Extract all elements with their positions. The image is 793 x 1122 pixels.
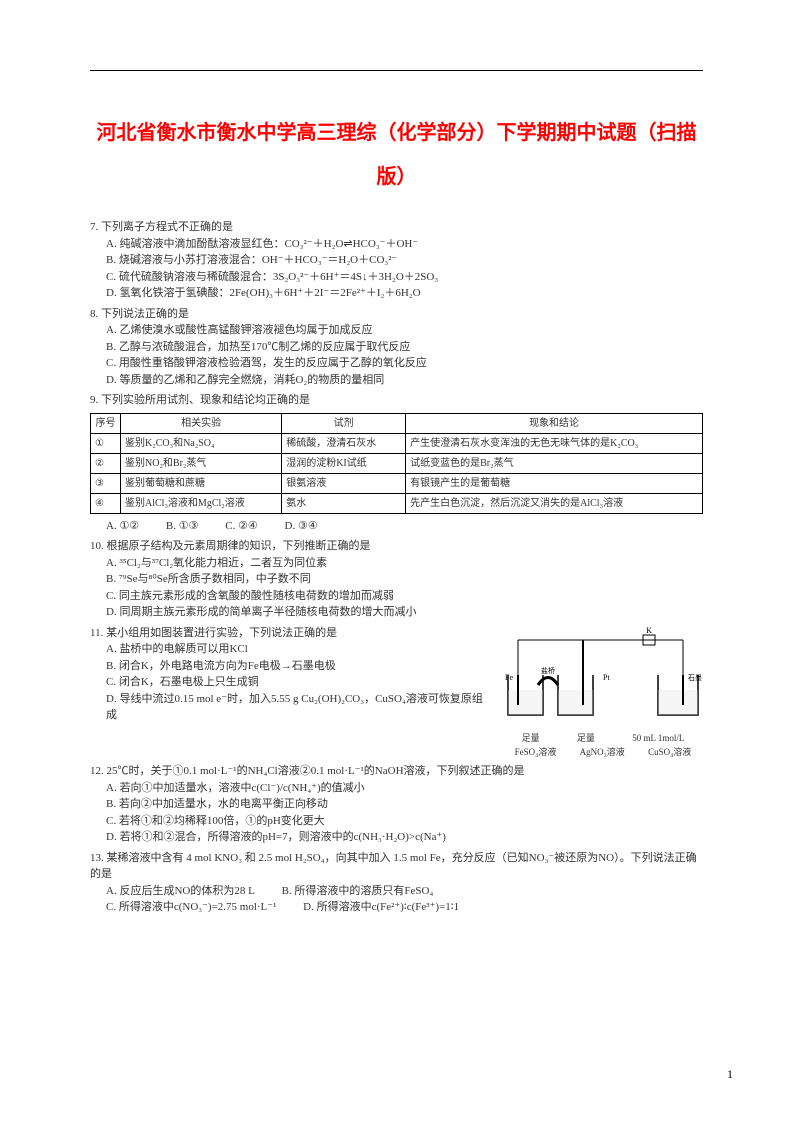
beaker-mid-label: AgNO₃溶液 — [580, 746, 625, 760]
q12-optD: D. 若将①和②混合，所得溶液的pH=7，则溶液中的c(NH₃·H₂O)>c(N… — [90, 829, 703, 846]
q13-optA: A. 反应后生成NO的体积为28 L — [106, 883, 255, 900]
cell: 鉴别K₂CO₃和Na₂SO₄ — [121, 433, 282, 453]
q10-optA: A. ³⁵Cl₂与³⁷Cl₂氧化能力相近，二者互为同位素 — [90, 555, 703, 572]
q8-optA: A. 乙烯使溴水或酸性高锰酸钾溶液褪色均属于加成反应 — [90, 322, 703, 339]
cell: ① — [91, 433, 121, 453]
q12-optC: C. 若将①和②均稀释100倍，①的pH变化更大 — [90, 813, 703, 830]
beaker-left-qty: 足量 — [522, 732, 540, 746]
q13-optB: B. 所得溶液中的溶质只有FeSO₄ — [282, 883, 434, 900]
th-seq: 序号 — [91, 413, 121, 433]
table-header-row: 序号 相关实验 试剂 现象和结论 — [91, 413, 703, 433]
cell: ④ — [91, 493, 121, 513]
electrochemical-cell-icon: K Fe 盐桥 Pt 石墨 — [503, 625, 703, 725]
q9-ansD: D. ③④ — [285, 518, 318, 535]
q9-answers: A. ①② B. ①③ C. ②④ D. ③④ — [90, 518, 703, 535]
q13-stem: 某稀溶液中含有 4 mol KNO₃ 和 2.5 mol H₂SO₄，向其中加入… — [90, 852, 697, 881]
th-exp: 相关实验 — [121, 413, 282, 433]
beaker-right-qty: 50 mL 1mol/L — [632, 732, 684, 746]
cell: 湿润的淀粉KI试纸 — [282, 453, 406, 473]
q8-stem: 下列说法正确的是 — [101, 308, 189, 320]
q8-num: 8. — [90, 308, 98, 320]
experiment-table: 序号 相关实验 试剂 现象和结论 ① 鉴别K₂CO₃和Na₂SO₄ 稀硫酸，澄清… — [90, 413, 703, 514]
beaker-right-label: CuSO₄溶液 — [648, 746, 691, 760]
cell: 银氨溶液 — [282, 473, 406, 493]
q8-optD: D. 等质量的乙烯和乙醇完全燃烧，消耗O₂的物质的量相同 — [90, 372, 703, 389]
horizontal-rule — [90, 70, 703, 71]
q13-num: 13. — [90, 852, 104, 864]
svg-text:Pt: Pt — [603, 673, 610, 682]
q7-num: 7. — [90, 221, 98, 233]
q9-num: 9. — [90, 394, 98, 406]
q8-optB: B. 乙醇与浓硫酸混合，加热至170℃制乙烯的反应属于取代反应 — [90, 339, 703, 356]
cell: 鉴别葡萄糖和蔗糖 — [121, 473, 282, 493]
cell: 试纸变蓝色的是Br₂蒸气 — [406, 453, 703, 473]
table-row: ② 鉴别NO₂和Br₂蒸气 湿润的淀粉KI试纸 试纸变蓝色的是Br₂蒸气 — [91, 453, 703, 473]
q9-ansC: C. ②④ — [225, 518, 258, 535]
q9-ansB: B. ①③ — [166, 518, 199, 535]
document-content: 7. 下列离子方程式不正确的是 A. 纯碱溶液中滴加酚酞溶液显红色：CO₃²⁻＋… — [50, 219, 743, 916]
svg-text:盐桥: 盐桥 — [541, 666, 555, 675]
q7-optC: C. 硫代硫酸钠溶液与稀硫酸混合：3S₂O₃²⁻＋6H⁺＝4S↓＋3H₂O＋2S… — [90, 269, 703, 286]
cell: ② — [91, 453, 121, 473]
cell: 鉴别NO₂和Br₂蒸气 — [121, 453, 282, 473]
cell: 氨水 — [282, 493, 406, 513]
q12-num: 12. — [90, 765, 104, 777]
svg-text:石墨: 石墨 — [688, 674, 702, 682]
q12-stem: 25℃时，关于①0.1 mol·L⁻¹的NH₄Cl溶液②0.1 mol·L⁻¹的… — [107, 765, 525, 777]
svg-text:K: K — [646, 626, 652, 635]
question-13: 13. 某稀溶液中含有 4 mol KNO₃ 和 2.5 mol H₂SO₄，向… — [90, 850, 703, 916]
circuit-diagram: K Fe 盐桥 Pt 石墨 足量 足量 50 mL — [503, 625, 703, 760]
cell: 产生使澄清石灰水变浑浊的无色无味气体的是K₂CO₃ — [406, 433, 703, 453]
table-row: ④ 鉴别AlCl₃溶液和MgCl₂溶液 氨水 先产生白色沉淀，然后沉淀又消失的是… — [91, 493, 703, 513]
q7-optB: B. 烧碱溶液与小苏打溶液混合：OH⁻＋HCO₃⁻＝H₂O＋CO₃²⁻ — [90, 252, 703, 269]
q10-num: 10. — [90, 540, 104, 552]
q7-stem: 下列离子方程式不正确的是 — [101, 221, 233, 233]
question-9: 9. 下列实验所用试剂、现象和结论均正确的是 序号 相关实验 试剂 现象和结论 … — [90, 392, 703, 534]
q8-optC: C. 用酸性重铬酸钾溶液检验酒驾，发生的反应属于乙醇的氧化反应 — [90, 355, 703, 372]
diagram-labels: 足量 足量 50 mL 1mol/L FeSO₄溶液 AgNO₃溶液 CuSO₄… — [503, 732, 703, 759]
th-reagent: 试剂 — [282, 413, 406, 433]
cell: 稀硫酸，澄清石灰水 — [282, 433, 406, 453]
q10-stem: 根据原子结构及元素周期律的知识，下列推断正确的是 — [107, 540, 371, 552]
th-result: 现象和结论 — [406, 413, 703, 433]
beaker-left-label: FeSO₄溶液 — [515, 746, 557, 760]
cell: ③ — [91, 473, 121, 493]
question-8: 8. 下列说法正确的是 A. 乙烯使溴水或酸性高锰酸钾溶液褪色均属于加成反应 B… — [90, 306, 703, 389]
q7-optA: A. 纯碱溶液中滴加酚酞溶液显红色：CO₃²⁻＋H₂O⇌HCO₃⁻＋OH⁻ — [90, 236, 703, 253]
q12-optB: B. 若向②中加适量水，水的电离平衡正向移动 — [90, 796, 703, 813]
cell: 鉴别AlCl₃溶液和MgCl₂溶液 — [121, 493, 282, 513]
beaker-mid-qty: 足量 — [577, 732, 595, 746]
document-title: 河北省衡水市衡水中学高三理综（化学部分）下学期期中试题（扫描版） — [50, 111, 743, 199]
q7-optD: D. 氢氧化铁溶于氢碘酸：2Fe(OH)₃＋6H⁺＋2I⁻＝2Fe²⁺＋I₂＋6… — [90, 285, 703, 302]
cell: 有银镜产生的是葡萄糖 — [406, 473, 703, 493]
q9-stem: 下列实验所用试剂、现象和结论均正确的是 — [101, 394, 310, 406]
table-row: ① 鉴别K₂CO₃和Na₂SO₄ 稀硫酸，澄清石灰水 产生使澄清石灰水变浑浊的无… — [91, 433, 703, 453]
question-12: 12. 25℃时，关于①0.1 mol·L⁻¹的NH₄Cl溶液②0.1 mol·… — [90, 763, 703, 846]
table-row: ③ 鉴别葡萄糖和蔗糖 银氨溶液 有银镜产生的是葡萄糖 — [91, 473, 703, 493]
question-10: 10. 根据原子结构及元素周期律的知识，下列推断正确的是 A. ³⁵Cl₂与³⁷… — [90, 538, 703, 621]
q11-stem: 某小组用如图装置进行实验，下列说法正确的是 — [106, 627, 337, 639]
q10-optB: B. ⁷⁹Se与⁸⁰Se所含质子数相同，中子数不同 — [90, 571, 703, 588]
svg-text:Fe: Fe — [505, 673, 513, 682]
cell: 先产生白色沉淀，然后沉淀又消失的是AlCl₃溶液 — [406, 493, 703, 513]
q9-ansA: A. ①② — [106, 518, 139, 535]
q10-optC: C. 同主族元素形成的含氧酸的酸性随核电荷数的增加而减弱 — [90, 588, 703, 605]
page-number: 1 — [727, 1067, 733, 1082]
q10-optD: D. 同周期主族元素形成的简单离子半径随核电荷数的增大而减小 — [90, 604, 703, 621]
question-7: 7. 下列离子方程式不正确的是 A. 纯碱溶液中滴加酚酞溶液显红色：CO₃²⁻＋… — [90, 219, 703, 302]
q13-optD: D. 所得溶液中c(Fe²⁺)∶c(Fe³⁺)=1∶1 — [303, 899, 459, 916]
q11-num: 11. — [90, 627, 103, 639]
question-11: K Fe 盐桥 Pt 石墨 足量 足量 50 mL — [90, 625, 703, 760]
q12-optA: A. 若向①中加适量水，溶液中c(Cl⁻)/c(NH₄⁺)的值减小 — [90, 780, 703, 797]
q13-optC: C. 所得溶液中c(NO₃⁻)=2.75 mol·L⁻¹ — [106, 899, 276, 916]
